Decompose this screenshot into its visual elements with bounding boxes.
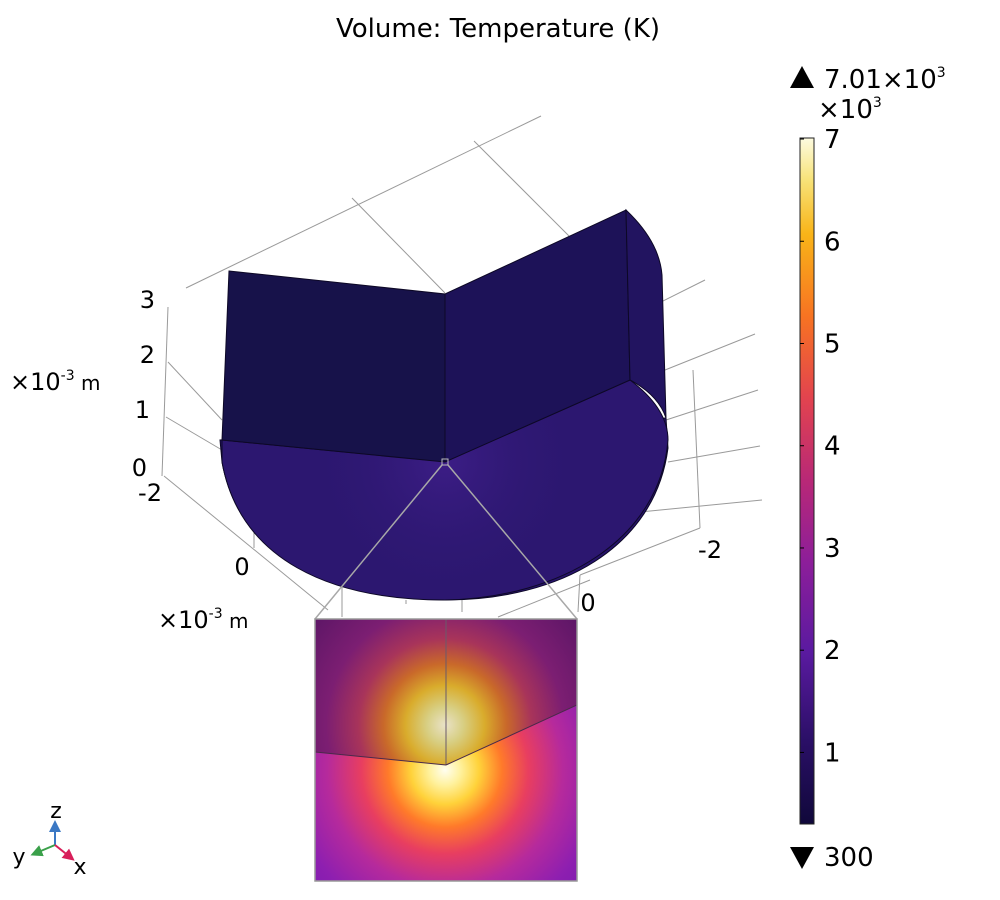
- colorbar-min-label: 300: [824, 843, 874, 873]
- colorbar-tick-label: 5: [824, 329, 841, 359]
- colorbar-ticks: 7 6 5 4 3 2 1: [800, 125, 841, 768]
- triad-z-label: z: [50, 799, 62, 824]
- wall-left-surface: [221, 270, 446, 463]
- y-axis-unit: ×10-3 m: [158, 606, 248, 634]
- zoom-inset: [315, 619, 577, 881]
- grid-line: [167, 361, 223, 421]
- grid-line: [351, 197, 446, 294]
- colorbar-max-label: 7.01×103: [824, 65, 946, 95]
- z-tick-label: 0: [132, 454, 147, 482]
- chart-title: Volume: Temperature (K): [336, 14, 660, 44]
- x-axis: -2 0: [580, 536, 722, 617]
- colorbar-tick-label: 7: [824, 125, 841, 155]
- y-axis: -2 0 ×10-3 m: [138, 479, 250, 634]
- x-tick-label: -2: [698, 536, 722, 564]
- grid-line: [163, 475, 329, 611]
- zoom-inset-border: [314, 618, 578, 882]
- y-tick-label: 0: [234, 553, 249, 581]
- colorbar-tick-label: 2: [824, 636, 841, 666]
- grid-line: [165, 416, 223, 451]
- zoom-lines: [314, 464, 578, 620]
- x-tick-label: 0: [580, 589, 595, 617]
- grid-line: [185, 115, 542, 289]
- colorbar-gradient-bar: [799, 137, 815, 825]
- axis-triad: z y x: [12, 799, 86, 880]
- wall-outer-surface: [625, 208, 667, 419]
- triad-y-label: y: [12, 845, 25, 870]
- grid-line: [497, 579, 591, 618]
- axis-grid: [161, 115, 763, 618]
- grid-line: [639, 499, 763, 513]
- z-tick-label: 2: [140, 341, 155, 369]
- colorbar-multiplier: ×103: [818, 95, 882, 125]
- z-tick-label: 1: [135, 396, 150, 424]
- colorbar-tick-label: 6: [824, 227, 841, 257]
- triad-x-label: x: [73, 855, 86, 880]
- grid-line: [692, 369, 701, 529]
- grid-line: [659, 333, 756, 373]
- inset-edge: [445, 704, 577, 766]
- triad-x-axis: [54, 844, 75, 861]
- colorbar-max-marker: [790, 66, 814, 88]
- colorbar: 7.01×103 ×103 7 6 5 4 3 2 1 300: [790, 65, 946, 873]
- z-axis-unit: ×10-3 m: [10, 368, 100, 396]
- geometry: [219, 208, 669, 601]
- grid-line: [579, 527, 701, 576]
- colorbar-min-marker: [790, 847, 814, 869]
- grid-line: [577, 574, 581, 613]
- zoom-line-right: [447, 464, 578, 620]
- zoom-line-left: [314, 464, 443, 620]
- colorbar-tick-label: 1: [824, 738, 841, 768]
- triad-y-axis: [30, 844, 56, 857]
- colorbar-tick-label: 4: [824, 432, 841, 462]
- z-tick-label: 3: [140, 286, 155, 314]
- zoom-marker: [441, 458, 449, 466]
- grid-line: [161, 306, 169, 477]
- y-tick-label: -2: [138, 479, 162, 507]
- colorbar-tick-label: 3: [824, 534, 841, 564]
- inset-edge: [315, 751, 447, 766]
- base-hot-glow: [222, 380, 668, 600]
- z-axis: 3 2 1 0 ×10-3 m: [10, 286, 155, 482]
- grid-line: [667, 445, 761, 463]
- grid-line: [665, 389, 759, 421]
